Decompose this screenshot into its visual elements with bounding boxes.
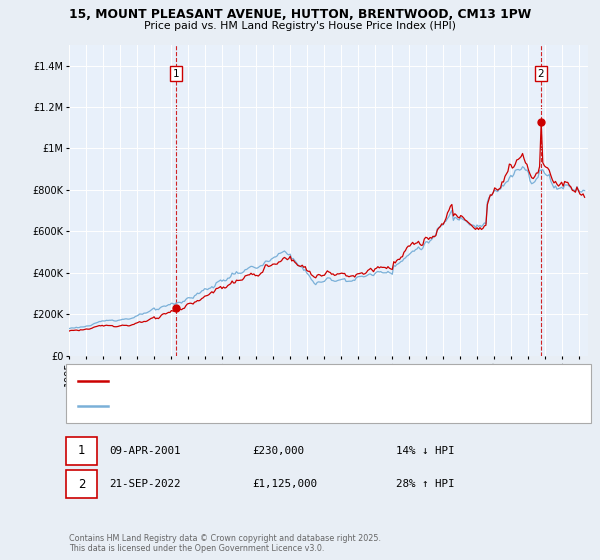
Text: 28% ↑ HPI: 28% ↑ HPI xyxy=(396,479,455,489)
Text: Price paid vs. HM Land Registry's House Price Index (HPI): Price paid vs. HM Land Registry's House … xyxy=(144,21,456,31)
Text: 15, MOUNT PLEASANT AVENUE, HUTTON, BRENTWOOD, CM13 1PW (detached house): 15, MOUNT PLEASANT AVENUE, HUTTON, BRENT… xyxy=(115,377,520,386)
Text: Contains HM Land Registry data © Crown copyright and database right 2025.
This d: Contains HM Land Registry data © Crown c… xyxy=(69,534,381,553)
Text: 2: 2 xyxy=(78,478,85,491)
Text: 2: 2 xyxy=(538,69,544,79)
Text: 15, MOUNT PLEASANT AVENUE, HUTTON, BRENTWOOD, CM13 1PW: 15, MOUNT PLEASANT AVENUE, HUTTON, BRENT… xyxy=(69,8,531,21)
Text: 21-SEP-2022: 21-SEP-2022 xyxy=(109,479,181,489)
Text: 1: 1 xyxy=(78,444,85,458)
Text: HPI: Average price, detached house, Brentwood: HPI: Average price, detached house, Bren… xyxy=(115,401,342,410)
Text: 14% ↓ HPI: 14% ↓ HPI xyxy=(396,446,455,456)
Text: 1: 1 xyxy=(172,69,179,79)
Text: £230,000: £230,000 xyxy=(252,446,304,456)
Text: 09-APR-2001: 09-APR-2001 xyxy=(109,446,181,456)
Text: £1,125,000: £1,125,000 xyxy=(252,479,317,489)
